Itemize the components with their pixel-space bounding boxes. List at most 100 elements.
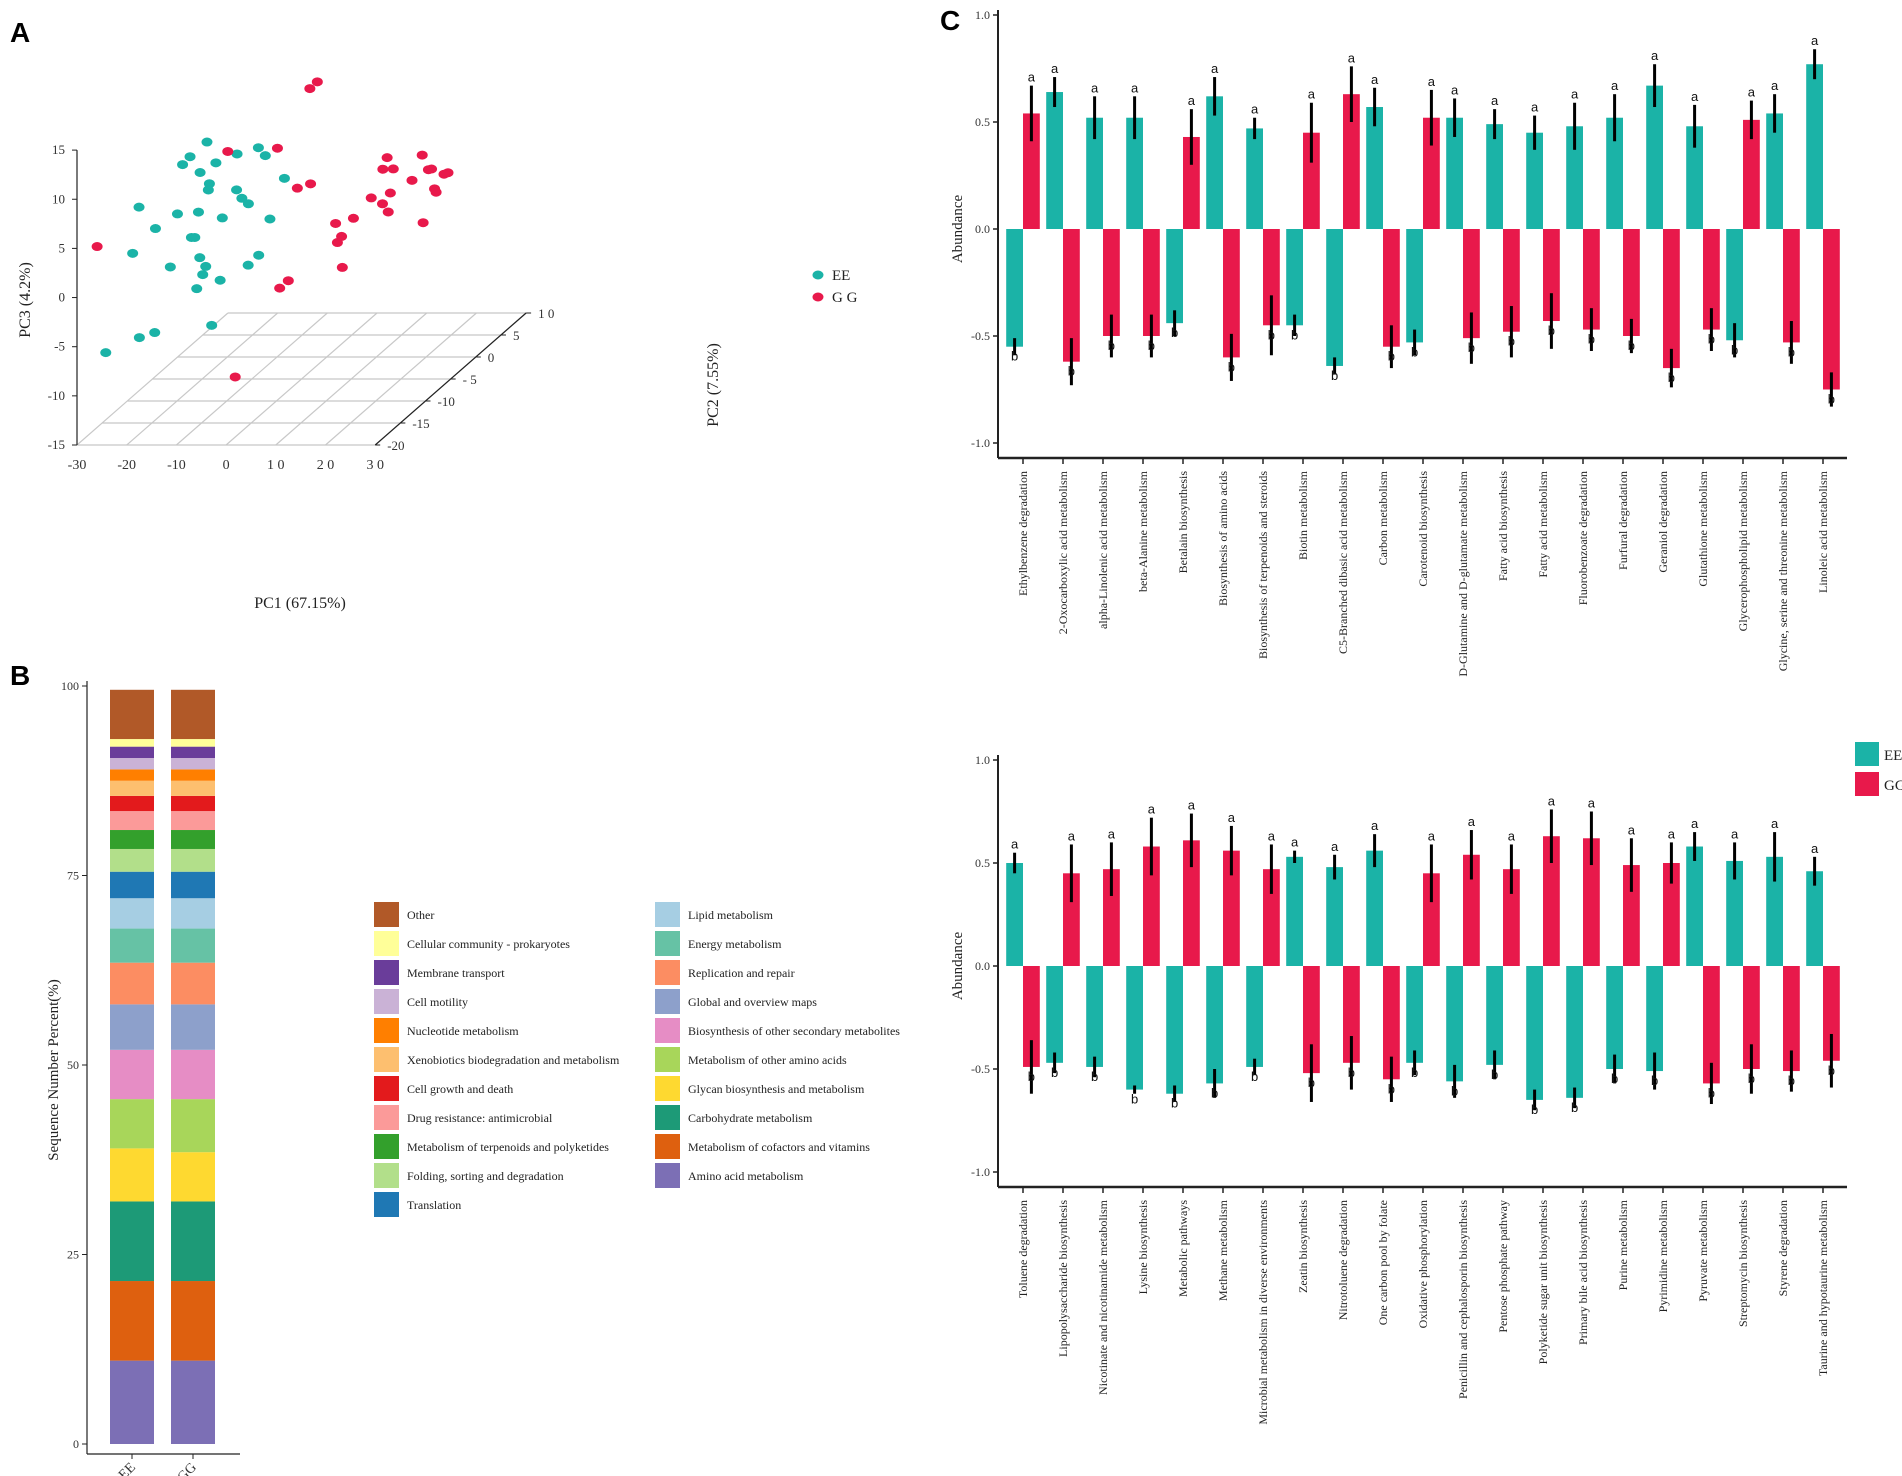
- stack-legend-label: Membrane transport: [407, 966, 505, 980]
- pca-point-gg: [406, 175, 418, 185]
- pca-point-ee: [133, 202, 145, 212]
- abund-x-tick-label: Betalain biosynthesis: [1176, 471, 1190, 574]
- stack-segment: [110, 1148, 154, 1202]
- abund-y-tick-label: 1.0: [975, 753, 990, 767]
- abund-sig-label: b: [1828, 1063, 1835, 1078]
- abund-bar-gg: [1623, 865, 1640, 966]
- abund-sig-label: b: [1011, 349, 1018, 364]
- abund-sig-label: a: [1188, 798, 1196, 813]
- pca-x-tick-label: -10: [167, 458, 186, 473]
- abund-legend-swatch-1: [1855, 772, 1879, 796]
- stack-legend-swatch: [374, 902, 399, 927]
- abund-sig-label: a: [1268, 828, 1276, 843]
- abund-sig-label: b: [1748, 1071, 1755, 1086]
- abund-bar-ee: [1006, 863, 1023, 966]
- stack-legend-label: Amino acid metabolism: [688, 1169, 804, 1183]
- abund-bar-gg: [1463, 854, 1480, 966]
- stack-segment: [171, 1201, 215, 1282]
- stack-legend-label: Biosynthesis of other secondary metaboli…: [688, 1024, 900, 1038]
- pca-z-tick-label: 0: [59, 290, 66, 305]
- pca-point-gg: [387, 164, 399, 174]
- abund-bar-gg: [1543, 229, 1560, 322]
- abund-bar-gg: [1503, 869, 1520, 966]
- abund-sig-label: a: [1371, 72, 1379, 87]
- abund-sig-label: b: [1668, 370, 1675, 385]
- stack-legend-swatch: [374, 1105, 399, 1130]
- pca-point-ee: [264, 214, 276, 224]
- abund-sig-label: b: [1468, 340, 1475, 355]
- abund-x-tick-label: Lipopolysaccharide biosynthesis: [1056, 1200, 1070, 1357]
- abund-bar-gg: [1143, 846, 1160, 966]
- abund-bar-gg: [1703, 229, 1720, 330]
- pca-point-ee: [206, 320, 218, 330]
- stack-segment: [171, 928, 215, 963]
- abund-sig-label: a: [1731, 826, 1739, 841]
- abund-x-tick-label: Pyrimidine metabolism: [1656, 1199, 1670, 1312]
- abund-sig-label: a: [1348, 50, 1356, 65]
- abund-bar-ee: [1646, 85, 1663, 230]
- abund-sig-label: b: [1068, 364, 1075, 379]
- pca-point-ee: [164, 262, 176, 272]
- stack-x-tick-label: GG: [175, 1460, 200, 1476]
- abund-bar-ee: [1206, 966, 1223, 1084]
- abund-x-tick-label: Streptomycin biosynthesis: [1736, 1200, 1750, 1327]
- stack-y-tick-label: 50: [67, 1058, 79, 1072]
- stack-segment: [171, 811, 215, 831]
- pca-point-gg: [381, 153, 393, 163]
- abund-bar-ee: [1486, 966, 1503, 1065]
- abund-bar-gg: [1343, 94, 1360, 230]
- abund-x-tick-label: Fatty acid biosynthesis: [1496, 471, 1510, 581]
- abund-bar-gg: [1023, 966, 1040, 1067]
- abund-y-tick-label: 1.0: [975, 8, 990, 22]
- pca-point-ee: [171, 209, 183, 219]
- abund-sig-label: b: [1348, 1065, 1355, 1080]
- stack-legend-swatch: [374, 1192, 399, 1217]
- abund-bar-gg: [1783, 966, 1800, 1072]
- stack-segment: [110, 1099, 154, 1149]
- stack-segment: [110, 928, 154, 963]
- pca-point-ee: [100, 348, 112, 358]
- abund-bar-ee: [1526, 132, 1543, 229]
- abund-x-tick-label: Pentose phosphate pathway: [1496, 1200, 1510, 1333]
- abund-sig-label: b: [1131, 1092, 1138, 1107]
- pca-point-gg: [282, 276, 294, 286]
- pca-y-tick-label: - 5: [463, 372, 477, 387]
- stack-legend-swatch: [374, 989, 399, 1014]
- abund-x-tick-label: Carbon metabolism: [1376, 470, 1390, 565]
- stack-segment: [110, 871, 154, 899]
- abund-bar-ee: [1806, 871, 1823, 966]
- stack-segment: [110, 811, 154, 831]
- stack-legend-label: Glycan biosynthesis and metabolism: [688, 1082, 865, 1096]
- stack-segment: [110, 1049, 154, 1100]
- abund-bar-ee: [1686, 126, 1703, 229]
- abund-sig-label: a: [1148, 802, 1156, 817]
- pca-point-gg: [365, 193, 377, 203]
- abund-sig-label: a: [1251, 102, 1259, 117]
- abund-sig-label: a: [1508, 828, 1516, 843]
- stack-segment: [171, 1152, 215, 1202]
- abund-bar-gg: [1583, 229, 1600, 330]
- abund-sig-label: a: [1308, 87, 1316, 102]
- abund-x-tick-label: beta-Alanine metabolism: [1136, 470, 1150, 592]
- abund-bar-ee: [1446, 117, 1463, 229]
- abund-bar-ee: [1366, 850, 1383, 966]
- abund-sig-label: b: [1788, 1073, 1795, 1088]
- abund-bar-gg: [1263, 869, 1280, 966]
- abund-bar-ee: [1126, 966, 1143, 1090]
- stack-segment: [110, 1281, 154, 1361]
- pca-y-tick-label: 1 0: [538, 306, 554, 321]
- pca-z-tick-label: -15: [48, 437, 65, 452]
- abund-bar-ee: [1166, 229, 1183, 324]
- abund-x-tick-label: Nicotinate and nicotinamide metabolism: [1096, 1199, 1110, 1395]
- stack-segment: [110, 746, 154, 759]
- abund-sig-label: a: [1668, 826, 1676, 841]
- stack-segment: [171, 1099, 215, 1153]
- stack-segment: [110, 689, 154, 740]
- abund-bar-ee: [1566, 966, 1583, 1098]
- stack-segment: [171, 898, 215, 929]
- pca-point-gg: [291, 183, 303, 193]
- pca-x-tick-label: 2 0: [317, 458, 335, 473]
- abund-bar-gg: [1663, 863, 1680, 966]
- abund-sig-label: b: [1051, 1065, 1058, 1080]
